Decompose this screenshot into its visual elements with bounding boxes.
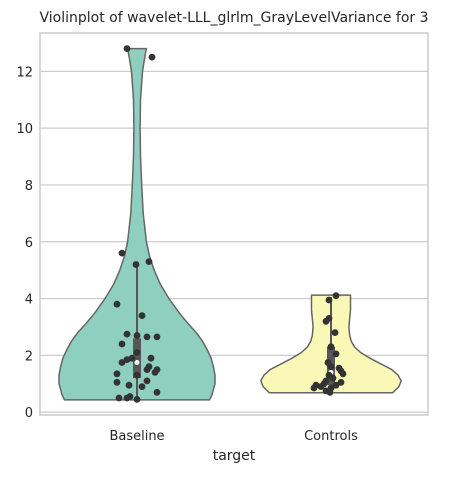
data-point (113, 370, 121, 378)
x-axis-title: target (213, 448, 256, 464)
data-point (125, 381, 133, 389)
data-point (143, 333, 151, 341)
data-point (327, 343, 335, 351)
chart-title: Violinplot of wavelet-LLL_glrlm_GrayLeve… (40, 10, 429, 26)
data-point (113, 300, 121, 308)
violin-layer (58, 47, 402, 401)
y-tick-label: 8 (25, 179, 33, 194)
data-point (151, 369, 159, 376)
data-point (332, 350, 340, 358)
data-point (310, 384, 318, 392)
data-point (113, 378, 121, 386)
plot-frame (39, 32, 429, 416)
x-tick-label: Controls (304, 429, 358, 444)
data-point (325, 296, 333, 304)
data-point (331, 329, 339, 336)
data-point (326, 388, 334, 396)
iqr-box-baseline (133, 338, 141, 379)
median-marker-baseline (134, 359, 140, 365)
data-point (317, 383, 325, 390)
data-point (332, 381, 340, 389)
data-point (143, 377, 151, 385)
data-point (133, 332, 141, 339)
data-point (337, 378, 345, 386)
data-point (123, 45, 131, 52)
data-point (153, 388, 161, 396)
data-point (123, 330, 131, 338)
data-point (138, 383, 146, 390)
y-tick-label: 4 (25, 293, 33, 308)
data-point (133, 396, 141, 403)
data-point (118, 359, 126, 366)
data-point (327, 363, 335, 371)
data-point (322, 317, 330, 325)
data-point (126, 393, 134, 400)
data-point (148, 53, 156, 61)
y-tick-label: 2 (25, 349, 33, 364)
y-tick-label: 12 (16, 65, 33, 80)
data-point (132, 261, 140, 268)
data-point (118, 340, 126, 348)
y-tick-label: 10 (16, 122, 33, 137)
y-tick-label: 6 (25, 236, 33, 251)
data-point (143, 366, 151, 373)
y-tick-label: 0 (25, 406, 33, 421)
data-point (133, 349, 141, 356)
data-point (339, 370, 347, 378)
data-point (153, 333, 161, 341)
x-tick-label: Baseline (109, 429, 164, 444)
data-point (118, 249, 126, 257)
data-point (145, 258, 153, 265)
data-point (332, 292, 340, 300)
data-point (123, 356, 131, 363)
data-point (329, 374, 337, 382)
data-point (147, 354, 155, 362)
data-point (133, 371, 141, 379)
data-point (115, 394, 123, 402)
point-layer (113, 45, 347, 403)
tick-layer: 0 2 4 6 8 10 12 Baseline Controls (16, 65, 358, 444)
data-point (138, 312, 146, 319)
